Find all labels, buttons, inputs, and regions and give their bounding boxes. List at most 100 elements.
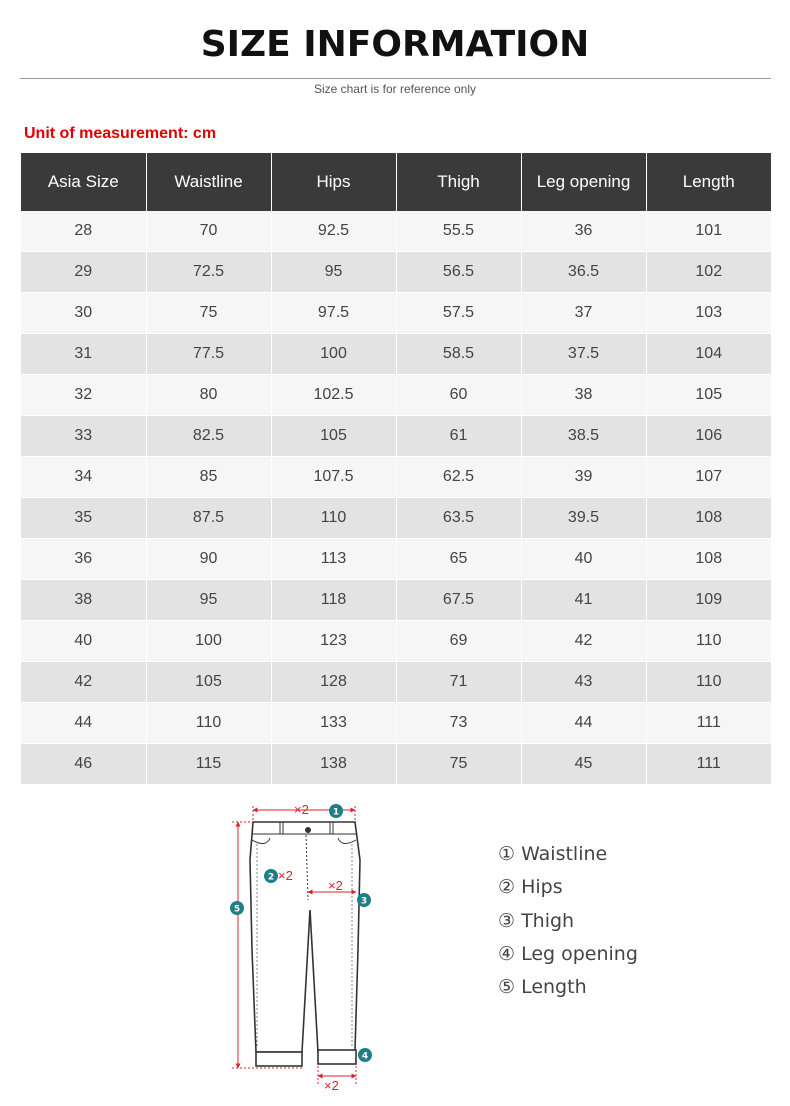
table-cell: 100 <box>146 620 272 662</box>
table-cell: 34 <box>21 456 147 498</box>
table-cell: 123 <box>271 620 397 662</box>
hips-multiplier: ×2 <box>278 868 293 883</box>
table-cell: 110 <box>271 497 397 539</box>
table-cell: 38 <box>521 374 647 416</box>
table-cell: 109 <box>646 579 771 621</box>
column-header: Length <box>646 153 771 211</box>
table-cell: 105 <box>146 661 272 703</box>
svg-text:4: 4 <box>362 1051 368 1061</box>
leg-opening-multiplier: ×2 <box>324 1078 339 1093</box>
table-row: 46 115 138 75 45 111 <box>21 743 771 785</box>
table-cell: 97.5 <box>271 292 397 334</box>
table-cell: 107.5 <box>271 456 397 498</box>
table-cell: 107 <box>646 456 771 498</box>
legend-hips: ② Hips <box>498 876 563 899</box>
table-cell: 104 <box>646 333 771 375</box>
table-cell: 55.5 <box>396 211 522 252</box>
table-cell: 115 <box>146 743 272 785</box>
column-header: Hips <box>271 153 397 211</box>
table-cell: 110 <box>646 661 771 703</box>
table-row: 29 72.5 95 56.5 36.5 102 <box>21 251 771 293</box>
table-cell: 44 <box>521 702 647 744</box>
table-cell: 37 <box>521 292 647 334</box>
table-cell: 31 <box>21 333 147 375</box>
table-cell: 77.5 <box>146 333 272 375</box>
table-cell: 33 <box>21 415 147 457</box>
trousers-outline <box>249 821 361 1067</box>
table-cell: 70 <box>146 211 272 252</box>
table-cell: 35 <box>21 497 147 539</box>
table-cell: 58.5 <box>396 333 522 375</box>
column-header: Waistline <box>146 153 272 211</box>
table-row: 34 85 107.5 62.5 39 107 <box>21 456 771 498</box>
table-cell: 72.5 <box>146 251 272 293</box>
table-cell: 41 <box>521 579 647 621</box>
table-row: 35 87.5 110 63.5 39.5 108 <box>21 497 771 539</box>
marker-5: 5 <box>230 901 244 915</box>
table-cell: 56.5 <box>396 251 522 293</box>
table-cell: 128 <box>271 661 397 703</box>
table-cell: 105 <box>271 415 397 457</box>
table-cell: 103 <box>646 292 771 334</box>
table-row: 38 95 118 67.5 41 109 <box>21 579 771 621</box>
table-cell: 57.5 <box>396 292 522 334</box>
svg-text:1: 1 <box>333 807 339 817</box>
legend-thigh: ③ Thigh <box>498 909 575 932</box>
table-row: 31 77.5 100 58.5 37.5 104 <box>21 333 771 375</box>
table-row: 40 100 123 69 42 110 <box>21 620 771 662</box>
table-cell: 105 <box>646 374 771 416</box>
page-title: SIZE INFORMATION <box>200 24 590 65</box>
table-cell: 38 <box>21 579 147 621</box>
table-row: 42 105 128 71 43 110 <box>21 661 771 703</box>
table-cell: 75 <box>146 292 272 334</box>
table-cell: 29 <box>21 251 147 293</box>
table-cell: 85 <box>146 456 272 498</box>
table-cell: 106 <box>646 415 771 457</box>
table-cell: 43 <box>521 661 647 703</box>
table-cell: 100 <box>271 333 397 375</box>
column-header: Leg opening <box>521 153 647 211</box>
reference-note: Size chart is for reference only <box>313 82 477 96</box>
table-cell: 38.5 <box>521 415 647 457</box>
table-row: 28 70 92.5 55.5 36 101 <box>21 211 771 252</box>
table-body: 28 70 92.5 55.5 36 101 29 72.5 95 56.5 36.5 102 30 75… <box>21 211 771 785</box>
title-divider <box>20 78 771 79</box>
table-cell: 30 <box>21 292 147 334</box>
size-table: Asia Size Waistline Hips Thigh Leg openi… <box>21 153 771 785</box>
table-cell: 62.5 <box>396 456 522 498</box>
table-row: 30 75 97.5 57.5 37 103 <box>21 292 771 334</box>
table-cell: 39.5 <box>521 497 647 539</box>
table-cell: 65 <box>396 538 522 580</box>
table-cell: 111 <box>646 743 771 785</box>
table-cell: 82.5 <box>146 415 272 457</box>
table-cell: 71 <box>396 661 522 703</box>
svg-text:3: 3 <box>361 896 367 906</box>
table-cell: 80 <box>146 374 272 416</box>
table-cell: 92.5 <box>271 211 397 252</box>
column-header: Asia Size <box>21 153 147 211</box>
marker-1: 1 <box>329 804 343 818</box>
table-cell: 28 <box>21 211 147 252</box>
table-cell: 46 <box>21 743 147 785</box>
table-cell: 73 <box>396 702 522 744</box>
table-cell: 95 <box>146 579 272 621</box>
table-cell: 138 <box>271 743 397 785</box>
legend-waistline: ① Waistline <box>498 843 608 865</box>
table-cell: 40 <box>21 620 147 662</box>
table-cell: 113 <box>271 538 397 580</box>
table-cell: 44 <box>21 702 147 744</box>
legend-length: ⑤ Length <box>498 976 587 999</box>
svg-text:2: 2 <box>268 872 274 882</box>
table-cell: 111 <box>646 702 771 744</box>
table-cell: 36 <box>521 211 647 252</box>
table-cell: 42 <box>21 661 147 703</box>
table-cell: 36.5 <box>521 251 647 293</box>
table-row: 33 82.5 105 61 38.5 106 <box>21 415 771 457</box>
table-cell: 101 <box>646 211 771 252</box>
svg-text:5: 5 <box>234 904 240 914</box>
table-cell: 87.5 <box>146 497 272 539</box>
table-row: 44 110 133 73 44 111 <box>21 702 771 744</box>
table-cell: 61 <box>396 415 522 457</box>
table-cell: 60 <box>396 374 522 416</box>
table-header-row: Asia Size Waistline Hips Thigh Leg openi… <box>21 153 771 211</box>
